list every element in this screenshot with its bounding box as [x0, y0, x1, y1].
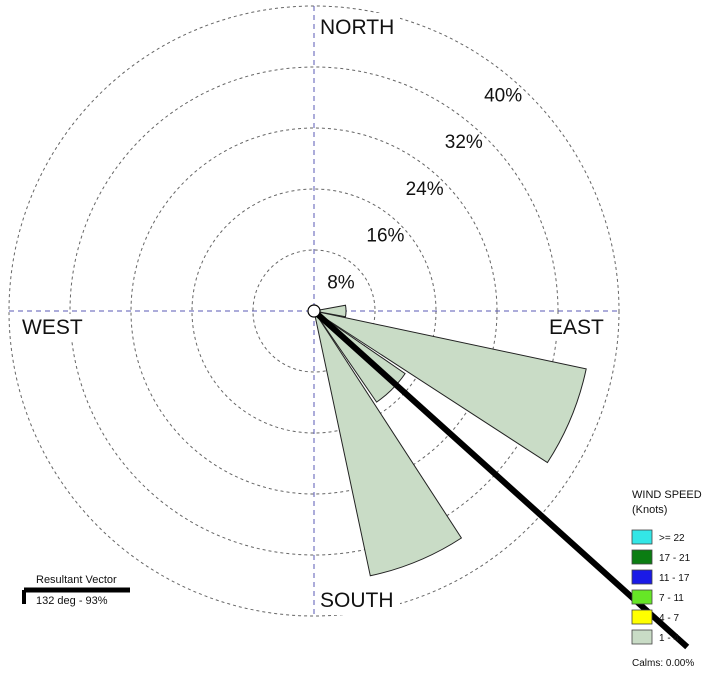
legend-swatch-2 [631, 569, 653, 585]
north-label: NORTH [320, 16, 394, 39]
petal-157.5deg [313, 310, 463, 577]
legend-swatch-4 [631, 609, 653, 625]
legend-label-3: 7 - 11 [659, 593, 684, 604]
petal-90deg [313, 304, 347, 318]
legend-label-5: 1 - 4 [659, 633, 679, 644]
resultant-vector-line [311, 308, 690, 650]
legend-swatch-3 [631, 589, 653, 605]
wind-speed-legend: WIND SPEED (Knots) >= 22 17 - 21 11 - 17 7 … [631, 489, 702, 669]
resultant-key-value: 132 deg - 93% [36, 595, 108, 607]
legend-label-1: 17 - 21 [659, 553, 691, 564]
ring-label-8: 8% [327, 272, 355, 293]
ring-label-32: 32% [445, 132, 483, 153]
ring-label-group: 8% 16% 24% 32% 40% [327, 85, 522, 293]
legend-title: WIND SPEED [632, 489, 702, 501]
legend-calms: Calms: 0.00% [632, 658, 694, 669]
legend-label-2: 11 - 17 [659, 573, 690, 584]
legend-swatch-5 [631, 629, 653, 645]
legend-items: >= 22 17 - 21 11 - 17 7 - 11 4 - 7 1 - 4 [631, 529, 691, 645]
west-label: WEST [22, 316, 83, 339]
east-label-bg [546, 314, 610, 340]
north-label-bg [316, 13, 400, 41]
legend-swatch-0 [631, 529, 653, 545]
resultant-key-title: Resultant Vector [36, 574, 117, 586]
legend-subtitle: (Knots) [632, 504, 667, 516]
east-label: EAST [549, 316, 604, 339]
south-label: SOUTH [320, 589, 394, 612]
west-label-bg [20, 314, 92, 340]
ring-label-40: 40% [484, 85, 522, 106]
resultant-vector-key: Resultant Vector 132 deg - 93% [22, 574, 130, 607]
legend-swatch-1 [631, 549, 653, 565]
ring-label-16: 16% [366, 226, 404, 247]
ring-8 [252, 249, 376, 373]
legend-label-4: 4 - 7 [659, 613, 679, 624]
center-calm-circle [307, 304, 321, 318]
ring-label-24: 24% [406, 179, 444, 200]
south-label-bg [316, 587, 400, 615]
legend-label-0: >= 22 [659, 533, 685, 544]
petal-112.5deg [313, 310, 587, 464]
